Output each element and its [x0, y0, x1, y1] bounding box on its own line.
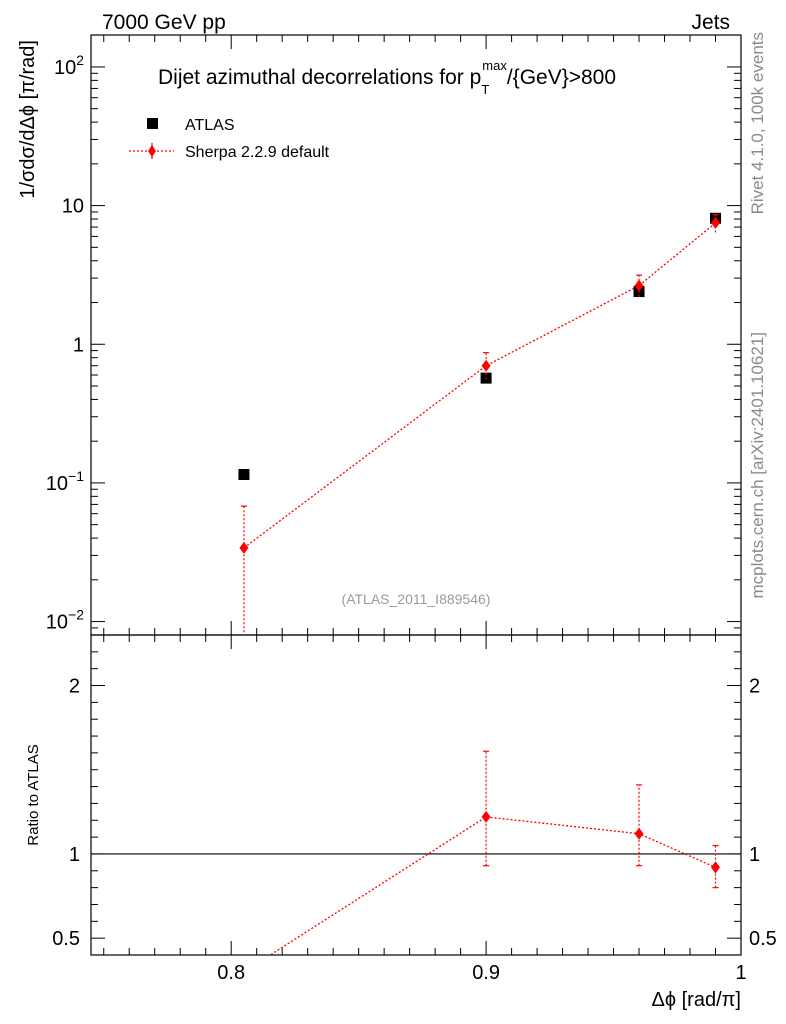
y-tick-label-base: 10 — [46, 473, 68, 495]
main-series-group — [238, 212, 722, 635]
x-tick-label: 1 — [735, 962, 746, 984]
chart-title: Dijet azimuthal decorrelations for pTmax… — [158, 58, 616, 97]
y-tick-label: 10−1 — [46, 468, 84, 495]
ratio-point — [634, 827, 644, 840]
ratio-tick-label-right: 1 — [749, 844, 760, 866]
y-tick-label: 102 — [54, 52, 84, 79]
y-tick-label-base: 10 — [54, 57, 76, 79]
side-label-top: Rivet 4.1.0, 100k events — [748, 32, 767, 214]
sherpa-point — [481, 359, 491, 372]
legend-sherpa-label: Sherpa 2.2.9 default — [185, 144, 330, 161]
title-sup: max — [482, 58, 507, 73]
y-tick-label-exponent: −1 — [68, 468, 84, 484]
header-left: 7000 GeV pp — [102, 11, 226, 34]
y-tick-label-base: 1 — [73, 334, 84, 356]
title-main: Dijet azimuthal decorrelations for p — [158, 66, 481, 89]
header-right: Jets — [691, 11, 730, 34]
ratio-tick-label-left: 1 — [69, 844, 80, 866]
legend-sherpa-marker — [148, 145, 156, 157]
data-marks — [91, 212, 741, 955]
y-tick-label: 1 — [73, 334, 84, 356]
analysis-id: (ATLAS_2011_I889546) — [342, 591, 491, 607]
sherpa-point — [634, 279, 644, 292]
y-tick-label: 10 — [62, 196, 84, 218]
sherpa-point — [711, 216, 721, 229]
y-tick-label-base: 10 — [46, 612, 68, 634]
y-tick-label-base: 10 — [62, 196, 84, 218]
ratio-tick-label-left: 2 — [69, 676, 80, 698]
ratio-plot-frame — [90, 634, 742, 956]
title-sub: T — [481, 82, 489, 97]
y-tick-label-exponent: 2 — [76, 52, 84, 68]
legend-atlas-marker — [147, 118, 158, 129]
ratio-y-axis-label: Ratio to ATLAS — [25, 744, 42, 845]
ratio-point — [711, 861, 721, 874]
y-tick-label: 10−2 — [46, 607, 84, 634]
x-axis-label: Δϕ [rad/π] — [652, 989, 742, 1011]
ratio-tick-label-right: 2 — [749, 676, 760, 698]
ratio-series-group — [269, 750, 721, 955]
legend-atlas-label: ATLAS — [185, 117, 235, 134]
sherpa-line — [243, 222, 716, 549]
atlas-point — [238, 468, 250, 480]
x-tick-label: 0.8 — [217, 962, 245, 984]
side-label-bottom: mcplots.cern.ch [arXiv:2401.10621] — [748, 332, 767, 598]
y-axis-label: 1/σdσ/dΔϕ [π/rad] — [17, 40, 39, 199]
x-tick-label: 0.9 — [472, 962, 500, 984]
sherpa-point — [239, 541, 249, 554]
ratio-line — [269, 816, 716, 955]
y-tick-label-exponent: −2 — [68, 607, 84, 623]
title-tail: /{GeV}>800 — [507, 66, 616, 89]
ratio-tick-label-left: 0.5 — [52, 928, 80, 950]
ratio-tick-label-right: 0.5 — [749, 928, 777, 950]
ratio-point — [481, 810, 491, 823]
